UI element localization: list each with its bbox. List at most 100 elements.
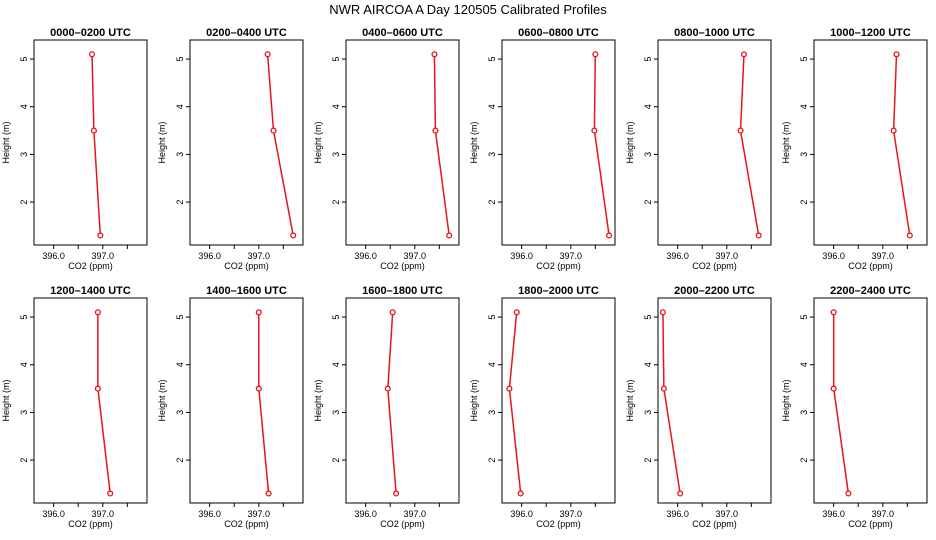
y-tick-label: 5 bbox=[175, 315, 185, 320]
panel-title: 0000–0200 UTC bbox=[50, 27, 131, 39]
x-axis-label: CO2 (ppm) bbox=[68, 261, 113, 271]
y-axis-label: Height (m) bbox=[1, 379, 11, 421]
y-axis-label: Height (m) bbox=[781, 121, 791, 163]
x-axis-label: CO2 (ppm) bbox=[224, 261, 269, 271]
x-axis-label: CO2 (ppm) bbox=[536, 261, 581, 271]
data-point bbox=[264, 51, 271, 58]
x-tick-label: 396.0 bbox=[198, 251, 221, 261]
panel-3: 0600–0800 UTC 396.0 397.0 2 3 4 5 CO2 (ppm) Heig… bbox=[469, 27, 616, 271]
profile-line bbox=[91, 54, 102, 236]
panel-4: 0800–1000 UTC 396.0 397.0 2 3 4 5 CO2 (ppm) Heig… bbox=[625, 27, 772, 271]
panel-title: 1000–1200 UTC bbox=[830, 27, 911, 39]
panel-9: 1800–2000 UTC 396.0 397.0 2 3 4 5 CO2 (ppm) Heig… bbox=[469, 285, 616, 529]
y-tick-label: 5 bbox=[643, 57, 653, 62]
data-point bbox=[446, 232, 453, 239]
x-axis-label: CO2 (ppm) bbox=[380, 261, 425, 271]
plot-frame bbox=[189, 297, 304, 504]
y-tick-label: 5 bbox=[643, 315, 653, 320]
data-point bbox=[591, 127, 598, 134]
x-tick-label: 397.0 bbox=[716, 509, 739, 519]
profile-line bbox=[892, 54, 911, 236]
y-tick-label: 3 bbox=[643, 152, 653, 157]
y-tick-label: 5 bbox=[799, 57, 809, 62]
y-axis-label: Height (m) bbox=[313, 121, 323, 163]
x-tick-label: 397.0 bbox=[248, 251, 271, 261]
plot-frame bbox=[345, 39, 460, 246]
y-tick-label: 2 bbox=[487, 458, 497, 463]
plot-frame bbox=[33, 297, 148, 504]
x-tick-label: 397.0 bbox=[248, 509, 271, 519]
data-point bbox=[432, 127, 439, 134]
panel-title: 0600–0800 UTC bbox=[518, 27, 599, 39]
profile-line bbox=[258, 312, 270, 494]
y-tick-label: 4 bbox=[175, 104, 185, 109]
panel-title: 0800–1000 UTC bbox=[674, 27, 755, 39]
profile-line bbox=[266, 54, 294, 236]
y-tick-label: 3 bbox=[175, 410, 185, 415]
x-tick-label: 397.0 bbox=[872, 509, 895, 519]
profile-line bbox=[832, 312, 850, 494]
data-point bbox=[606, 232, 613, 239]
y-tick-label: 5 bbox=[331, 315, 341, 320]
data-point bbox=[830, 385, 837, 392]
y-axis-label: Height (m) bbox=[625, 379, 635, 421]
data-point bbox=[389, 309, 396, 316]
y-tick-label: 5 bbox=[19, 315, 29, 320]
panel-5: 1000–1200 UTC 396.0 397.0 2 3 4 5 CO2 (ppm) Heig… bbox=[781, 27, 928, 271]
x-tick-label: 396.0 bbox=[42, 509, 65, 519]
plot-frame bbox=[501, 39, 616, 246]
x-tick-label: 396.0 bbox=[510, 251, 533, 261]
y-tick-label: 5 bbox=[799, 315, 809, 320]
panel-0: 0000–0200 UTC 396.0 397.0 2 3 4 5 CO2 (ppm) Heig… bbox=[1, 27, 148, 271]
y-axis-label: Height (m) bbox=[157, 121, 167, 163]
y-tick-label: 3 bbox=[175, 152, 185, 157]
panel-11: 2200–2400 UTC 396.0 397.0 2 3 4 5 CO2 (ppm) Heig… bbox=[781, 285, 928, 529]
x-axis-label: CO2 (ppm) bbox=[692, 519, 737, 529]
y-axis-label: Height (m) bbox=[313, 379, 323, 421]
x-tick-label: 397.0 bbox=[92, 251, 115, 261]
profile-line bbox=[508, 312, 522, 494]
x-axis-label: CO2 (ppm) bbox=[380, 519, 425, 529]
y-axis-label: Height (m) bbox=[469, 121, 479, 163]
x-tick-label: 396.0 bbox=[354, 251, 377, 261]
x-tick-label: 397.0 bbox=[404, 509, 427, 519]
panel-6: 1200–1400 UTC 396.0 397.0 2 3 4 5 CO2 (ppm) Heig… bbox=[1, 285, 148, 529]
profile-line bbox=[387, 312, 397, 494]
y-tick-label: 2 bbox=[19, 200, 29, 205]
plot-frame bbox=[657, 39, 772, 246]
profile-line bbox=[433, 54, 450, 236]
data-point bbox=[893, 51, 900, 58]
data-point bbox=[830, 309, 837, 316]
y-tick-label: 4 bbox=[487, 362, 497, 367]
y-tick-label: 4 bbox=[331, 104, 341, 109]
plot-frame bbox=[501, 297, 616, 504]
x-axis-label: CO2 (ppm) bbox=[692, 261, 737, 271]
plot-frame bbox=[813, 39, 928, 246]
panel-title: 0400–0600 UTC bbox=[362, 27, 443, 39]
y-tick-label: 2 bbox=[799, 200, 809, 205]
x-tick-label: 397.0 bbox=[560, 509, 583, 519]
data-point bbox=[506, 385, 513, 392]
plot-frame bbox=[33, 39, 148, 246]
y-tick-label: 4 bbox=[175, 362, 185, 367]
data-point bbox=[90, 127, 97, 134]
panel-title: 2200–2400 UTC bbox=[830, 285, 911, 297]
data-point bbox=[660, 385, 667, 392]
y-tick-label: 5 bbox=[19, 57, 29, 62]
panel-title: 1800–2000 UTC bbox=[518, 285, 599, 297]
x-tick-label: 397.0 bbox=[716, 251, 739, 261]
x-axis-label: CO2 (ppm) bbox=[536, 519, 581, 529]
x-tick-label: 396.0 bbox=[510, 509, 533, 519]
y-tick-label: 5 bbox=[487, 315, 497, 320]
x-tick-label: 396.0 bbox=[198, 509, 221, 519]
y-axis-label: Height (m) bbox=[469, 379, 479, 421]
y-tick-label: 4 bbox=[487, 104, 497, 109]
panel-1: 0200–0400 UTC 396.0 397.0 2 3 4 5 CO2 (ppm) Heig… bbox=[157, 27, 304, 271]
data-point bbox=[890, 127, 897, 134]
x-tick-label: 396.0 bbox=[666, 251, 689, 261]
x-tick-label: 397.0 bbox=[404, 251, 427, 261]
data-point bbox=[740, 51, 748, 58]
data-point bbox=[431, 51, 438, 58]
x-tick-label: 396.0 bbox=[42, 251, 65, 261]
data-point bbox=[97, 232, 104, 239]
